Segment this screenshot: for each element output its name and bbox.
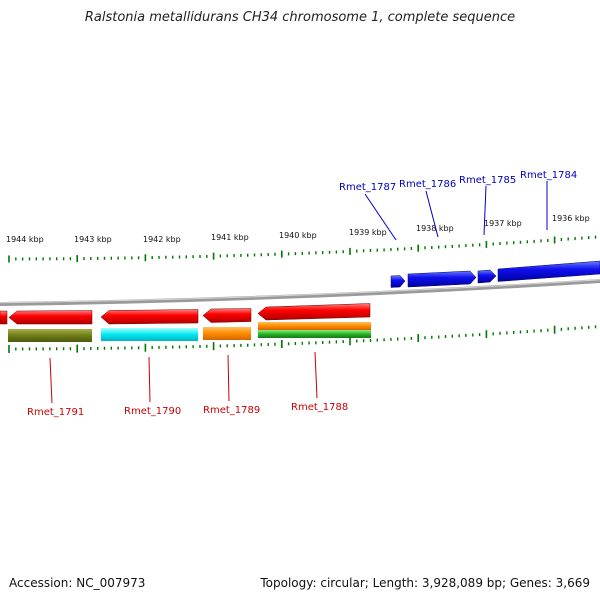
tick-label: 1944 kbp [6, 235, 44, 244]
outer-tick-row [8, 235, 597, 263]
gene-rmet-1786[interactable] [407, 270, 477, 288]
inner-tick-row [8, 325, 597, 353]
gene-label[interactable]: Rmet_1786 [399, 179, 456, 190]
topology-text: Topology: circular; Length: 3,928,089 bp… [260, 576, 590, 590]
gene-rmet-1788[interactable] [257, 303, 371, 321]
category-bar-olive [8, 329, 92, 342]
tick-label: 1936 kbp [552, 214, 590, 223]
gene-label[interactable]: Rmet_1784 [520, 170, 577, 181]
map-title: Ralstonia metallidurans CH34 chromosome … [84, 10, 516, 25]
tick-label: 1941 kbp [211, 233, 249, 242]
reverse-leader-lines [49, 351, 318, 404]
gene-label[interactable]: Rmet_1788 [291, 402, 348, 413]
gene-rmet-1784[interactable] [497, 260, 600, 282]
category-bars [8, 322, 371, 342]
gene-rmet-1785[interactable] [477, 269, 497, 284]
tick-label: 1942 kbp [143, 235, 181, 244]
forward-strand-genes [390, 260, 600, 288]
category-bar-orange [258, 322, 371, 330]
forward-leader-lines [364, 181, 548, 241]
gene-rmet-1790[interactable] [100, 309, 199, 325]
gene-label[interactable]: Rmet_1791 [27, 407, 84, 418]
gene-left-partial[interactable] [0, 310, 8, 325]
gene-label[interactable]: Rmet_1789 [203, 405, 260, 416]
gene-rmet-1787[interactable] [390, 275, 406, 288]
gene-rmet-1789[interactable] [202, 308, 252, 323]
gene-label[interactable]: Rmet_1787 [339, 182, 396, 193]
category-bar-green [258, 330, 371, 338]
category-bar-orange [203, 327, 251, 340]
tick-label: 1939 kbp [349, 228, 387, 237]
gene-label[interactable]: Rmet_1785 [459, 175, 516, 186]
reverse-strand-genes [0, 303, 371, 325]
gene-label[interactable]: Rmet_1790 [124, 406, 181, 417]
chromosome-backbone [0, 279, 600, 306]
accession-text: Accession: NC_007973 [9, 576, 146, 590]
tick-label: 1940 kbp [279, 231, 317, 240]
tick-label: 1938 kbp [416, 224, 454, 233]
tick-label: 1937 kbp [484, 219, 522, 228]
gene-rmet-1791[interactable] [8, 310, 93, 325]
tick-label: 1943 kbp [74, 235, 112, 244]
category-bar-cyan [101, 328, 198, 341]
